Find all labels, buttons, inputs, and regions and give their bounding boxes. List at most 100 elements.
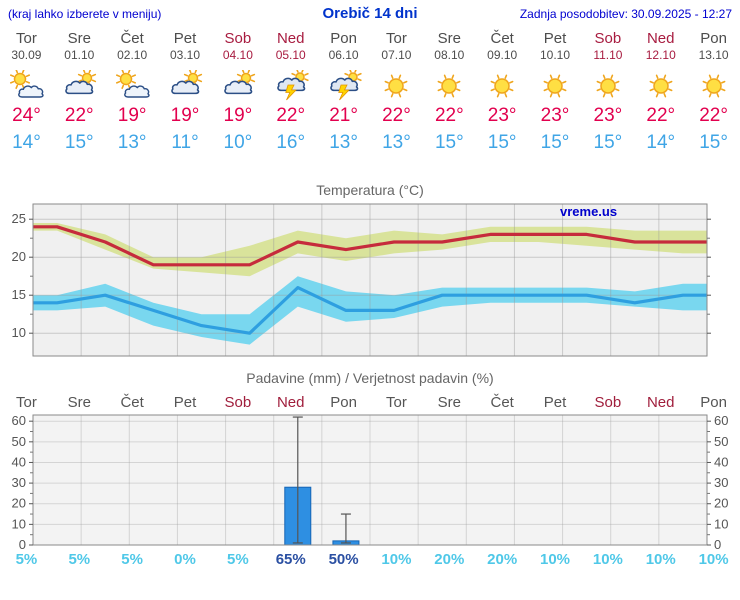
max-temperature: 23° <box>487 105 517 126</box>
precip-day-label: Pet <box>543 394 567 411</box>
min-temperature: 15° <box>593 132 623 153</box>
last-update: Zadnja posodobitev: 30.09.2025 - 12:27 <box>519 7 733 21</box>
day-name: Ned <box>646 30 675 47</box>
day-name: Tor <box>386 30 407 47</box>
day-name: Čet <box>490 30 514 47</box>
precip-day-label: Tor <box>386 394 407 411</box>
max-temperature: 19° <box>117 105 147 126</box>
precip-day-label: Pon <box>330 394 357 411</box>
precip-probability: 50% <box>328 551 359 568</box>
min-temperature: 15° <box>699 132 728 153</box>
svg-text:10: 10 <box>714 516 728 531</box>
day-date: 05.10 <box>275 48 306 62</box>
day-date: 30.09 <box>11 48 42 62</box>
min-temperature: 13° <box>382 132 411 153</box>
min-temperature: 16° <box>276 132 306 153</box>
partly-cloudy-icon <box>113 70 151 102</box>
min-temperature: 15° <box>540 132 570 153</box>
svg-text:0: 0 <box>19 537 26 551</box>
max-temperature: 23° <box>593 105 623 126</box>
svg-text:10: 10 <box>12 516 26 531</box>
forecast-days-row: Tor 30.09 24° 14° Sre 01.10 22° 15° Čet 02.10 19° 1… <box>0 30 740 154</box>
day-column: Sre 01.10 22° 15° <box>53 30 106 154</box>
precip-day-label: Pon <box>700 394 727 411</box>
max-temperature: 22° <box>276 105 306 126</box>
min-temperature: 11° <box>171 132 199 153</box>
day-name: Pet <box>173 30 197 47</box>
day-name: Sre <box>67 30 91 47</box>
day-column: Pon 13.10 22° 15° <box>687 30 740 154</box>
mostly-cloudy-icon <box>60 70 98 102</box>
sunny-icon <box>695 70 733 102</box>
precipitation-chart: 0 0 10 10 20 20 30 30 40 40 50 50 60 60 <box>12 413 729 551</box>
day-date: 12.10 <box>645 48 676 62</box>
max-temperature: 22° <box>434 105 464 126</box>
day-date: 04.10 <box>222 48 253 62</box>
day-name: Pon <box>330 30 357 47</box>
precip-day-label: Sob <box>594 394 622 411</box>
min-temperature: 13° <box>117 132 147 153</box>
precip-day-label: Tor <box>16 394 37 411</box>
day-name: Sob <box>594 30 622 47</box>
precip-probability: 10% <box>381 551 412 568</box>
day-name: Čet <box>120 30 144 47</box>
day-date: 07.10 <box>381 48 412 62</box>
precip-probability: 10% <box>592 551 623 568</box>
day-column: Tor 30.09 24° 14° <box>0 30 53 154</box>
svg-text:60: 60 <box>12 413 26 428</box>
day-column: Ned 12.10 22° 14° <box>634 30 687 154</box>
day-column: Pet 10.10 23° 15° <box>529 30 582 154</box>
sunny-icon <box>377 70 415 102</box>
max-temperature: 22° <box>699 105 728 126</box>
partly-cloudy-icon <box>7 70 45 102</box>
day-date: 08.10 <box>434 48 465 62</box>
min-temperature: 10° <box>223 132 253 153</box>
day-column: Čet 09.10 23° 15° <box>476 30 529 154</box>
day-column: Ned 05.10 22° 16° <box>264 30 317 154</box>
min-temperature: 13° <box>329 132 358 153</box>
day-date: 10.10 <box>540 48 571 62</box>
svg-text:20: 20 <box>714 496 728 511</box>
mostly-cloudy-icon <box>166 70 204 102</box>
svg-text:60: 60 <box>714 413 728 428</box>
day-name: Sre <box>437 30 461 47</box>
max-temperature: 19° <box>223 105 253 126</box>
menu-hint: (kraj lahko izberete v meniju) <box>8 7 162 21</box>
precipitation-chart-title: Padavine (mm) / Verjetnost padavin (%) <box>246 370 494 386</box>
max-temperature: 24° <box>12 105 41 126</box>
watermark: vreme.us <box>560 204 617 219</box>
day-name: Ned <box>276 30 305 47</box>
page-title: Orebič 14 dni <box>322 5 418 22</box>
svg-text:10: 10 <box>12 325 26 340</box>
precip-probability: 5% <box>227 551 249 568</box>
day-name: Pon <box>700 30 727 47</box>
precip-day-label: Sre <box>437 394 461 411</box>
svg-text:30: 30 <box>12 475 26 490</box>
precip-probability: 20% <box>434 551 465 568</box>
svg-text:50: 50 <box>714 434 728 449</box>
precip-probability: 10% <box>698 551 729 568</box>
day-column: Sre 08.10 22° 15° <box>423 30 476 154</box>
thunder-icon <box>325 70 363 102</box>
precip-probability: 65% <box>275 551 306 568</box>
min-temperature: 14° <box>12 132 41 153</box>
sunny-icon <box>536 70 574 102</box>
precip-probability: 10% <box>540 551 571 568</box>
sunny-icon <box>642 70 680 102</box>
precip-probability-row: 5% 5% 5% 0% 5% 65% 50% 10% 20% 20% 10% 10% 10% 10% <box>0 551 740 568</box>
min-temperature: 15° <box>487 132 517 153</box>
temperature-chart: 10 15 20 25 vreme.us <box>12 203 711 357</box>
precip-probability: 10% <box>645 551 676 568</box>
sunny-icon <box>589 70 627 102</box>
day-column: Pon 06.10 21° 13° <box>317 30 370 154</box>
min-temperature: 15° <box>434 132 464 153</box>
svg-text:20: 20 <box>12 496 26 511</box>
max-temperature: 23° <box>540 105 570 126</box>
precip-day-label: Sre <box>67 394 91 411</box>
max-temperature: 22° <box>64 105 94 126</box>
precip-probability: 5% <box>15 551 38 568</box>
precip-day-label: Pet <box>173 394 197 411</box>
day-column: Čet 02.10 19° 13° <box>106 30 159 154</box>
header-bar: (kraj lahko izberete v meniju) Orebič 14… <box>0 0 740 22</box>
day-column: Pet 03.10 19° 11° <box>159 30 212 154</box>
